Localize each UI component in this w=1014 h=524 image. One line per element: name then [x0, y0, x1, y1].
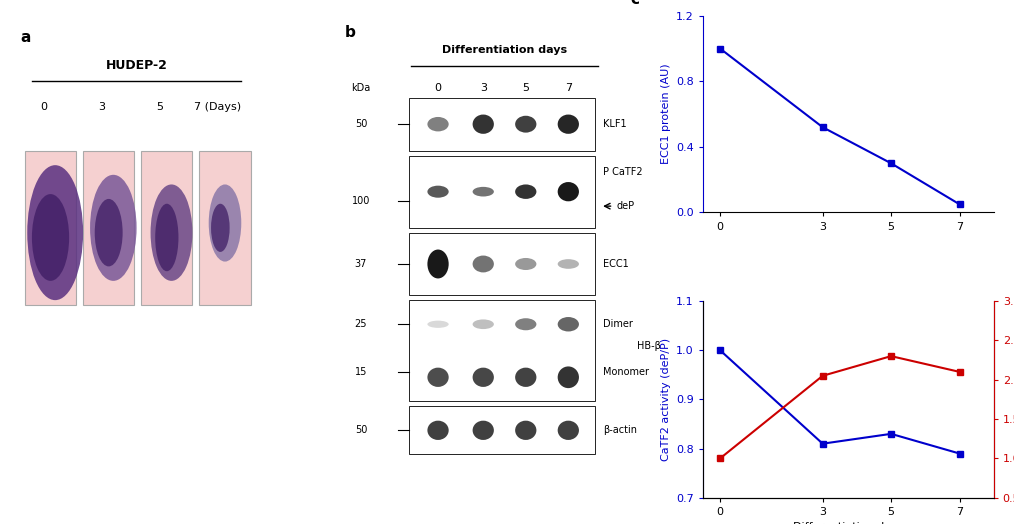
Bar	[141, 151, 193, 305]
Text: 7: 7	[565, 83, 572, 93]
Text: 0: 0	[435, 83, 441, 93]
Ellipse shape	[428, 117, 448, 132]
Ellipse shape	[150, 184, 193, 281]
Text: 100: 100	[352, 196, 370, 206]
Text: ECC1: ECC1	[603, 259, 629, 269]
Text: c: c	[631, 0, 639, 7]
Text: b: b	[345, 25, 356, 40]
Bar	[409, 300, 595, 401]
Text: 3: 3	[480, 83, 487, 93]
Text: 0: 0	[40, 103, 47, 113]
Bar	[409, 97, 595, 151]
Text: KLF1: KLF1	[603, 119, 627, 129]
Ellipse shape	[558, 259, 579, 269]
Text: 3: 3	[98, 103, 105, 113]
Text: 50: 50	[355, 119, 367, 129]
Bar	[83, 151, 134, 305]
Ellipse shape	[515, 368, 536, 387]
Ellipse shape	[428, 368, 448, 387]
Y-axis label: CaTF2 activity (deP/P): CaTF2 activity (deP/P)	[660, 338, 670, 461]
Ellipse shape	[473, 421, 494, 440]
Text: 50: 50	[355, 425, 367, 435]
Text: Differentiation days: Differentiation days	[442, 45, 567, 54]
Ellipse shape	[558, 317, 579, 332]
Ellipse shape	[209, 184, 241, 261]
Ellipse shape	[428, 321, 448, 328]
Ellipse shape	[558, 182, 579, 201]
Text: Dimer: Dimer	[603, 319, 633, 329]
Ellipse shape	[473, 187, 494, 196]
Text: 15: 15	[355, 367, 367, 377]
X-axis label: Differentiation days: Differentiation days	[793, 522, 903, 524]
Text: kDa: kDa	[351, 83, 370, 93]
Ellipse shape	[428, 421, 448, 440]
Ellipse shape	[558, 115, 579, 134]
Ellipse shape	[515, 184, 536, 199]
Ellipse shape	[515, 421, 536, 440]
Bar	[409, 406, 595, 454]
Ellipse shape	[31, 194, 69, 281]
Bar	[200, 151, 250, 305]
Text: a: a	[20, 30, 30, 45]
Text: 25: 25	[355, 319, 367, 329]
Ellipse shape	[27, 165, 83, 300]
Bar	[409, 156, 595, 228]
Bar	[25, 151, 76, 305]
Ellipse shape	[515, 318, 536, 330]
Ellipse shape	[428, 249, 448, 278]
Text: 7 (Days): 7 (Days)	[195, 103, 241, 113]
Text: 5: 5	[522, 83, 529, 93]
Bar	[409, 233, 595, 296]
Y-axis label: ECC1 protein (AU): ECC1 protein (AU)	[660, 64, 670, 165]
Ellipse shape	[428, 185, 448, 198]
Text: P CaTF2: P CaTF2	[603, 167, 643, 178]
Ellipse shape	[211, 204, 229, 252]
Text: HUDEP-2: HUDEP-2	[105, 59, 167, 72]
Ellipse shape	[558, 366, 579, 388]
Ellipse shape	[473, 320, 494, 329]
Text: 37: 37	[355, 259, 367, 269]
Text: 5: 5	[156, 103, 163, 113]
Text: Monomer: Monomer	[603, 367, 649, 377]
Ellipse shape	[515, 258, 536, 270]
Ellipse shape	[515, 116, 536, 133]
Ellipse shape	[94, 199, 123, 266]
Ellipse shape	[558, 421, 579, 440]
Ellipse shape	[473, 256, 494, 272]
Ellipse shape	[473, 115, 494, 134]
Ellipse shape	[473, 368, 494, 387]
Ellipse shape	[155, 204, 178, 271]
Text: β-actin: β-actin	[603, 425, 637, 435]
Text: HB-β: HB-β	[638, 341, 661, 351]
Ellipse shape	[90, 175, 137, 281]
Text: deP: deP	[617, 201, 635, 211]
